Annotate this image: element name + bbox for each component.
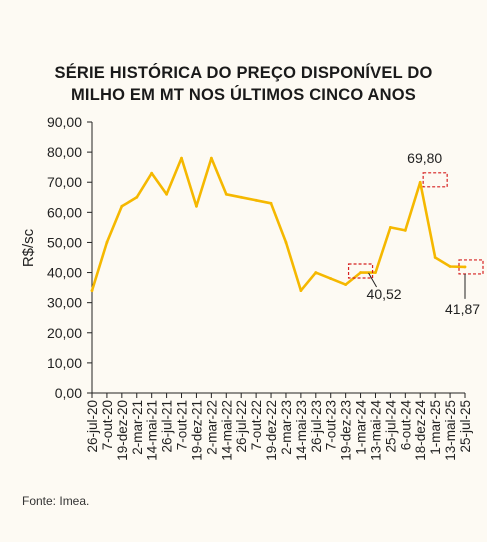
y-tick-label: 40,00 [47,265,82,281]
y-tick-label: 90,00 [47,114,82,130]
data-point [209,156,213,160]
y-tick-label: 20,00 [47,325,82,341]
x-tick-label: 26-jul-20 [85,400,100,453]
data-point [150,171,154,175]
y-tick-label: 80,00 [47,144,82,160]
y-axis-label: R$/sc [20,228,37,267]
x-tick-label: 19-dez-21 [189,400,204,461]
data-point [120,204,124,208]
x-tick-label: 13-mai-24 [368,400,383,461]
data-point [135,195,139,199]
data-point [359,271,362,274]
data-point [269,201,273,205]
data-point [299,289,303,293]
x-tick-label: 1-mar-24 [354,400,369,455]
x-tick-label: 2-mar-22 [204,400,219,455]
x-tick-label: 19-dez-23 [339,400,354,461]
data-point [374,271,377,274]
data-point [195,204,198,208]
data-point [344,283,348,286]
x-tick-label: 19-dez-20 [115,400,130,461]
data-point [448,265,452,268]
x-tick-label: 7-out-20 [100,400,115,450]
x-tick-label: 25-jul-25 [458,400,473,453]
x-tick-label: 26-jul-21 [160,400,175,453]
data-point [239,195,243,199]
chart-title-line-1: SÉRIE HISTÓRICA DO PREÇO DISPONÍVEL DO [54,64,433,82]
highlight-box [458,259,484,275]
annotation-label: 41,87 [445,301,480,317]
x-tick-label: 7-out-23 [324,400,339,450]
data-point [329,277,333,280]
x-tick-label: 18-dez-24 [413,400,428,461]
data-point [314,271,318,274]
data-point [463,265,467,269]
y-tick-label: 30,00 [47,295,82,311]
annotation-label: 40,52 [367,286,402,302]
price-series-line [90,156,467,292]
x-tick-label: 25-jul-24 [383,400,398,453]
x-tick-label: 2-mar-21 [130,400,145,455]
y-tick-label: 10,00 [47,355,82,371]
highlight-box [422,172,448,188]
x-tick-label: 1-mar-25 [428,400,443,455]
x-tick-label: 13-mai-25 [443,400,458,461]
data-point [165,192,169,196]
x-tick-label: 7-out-21 [175,400,190,450]
x-tick-label: 19-dez-22 [264,400,279,461]
data-point [433,256,437,259]
data-point [105,241,109,244]
data-point [224,192,228,196]
x-tick-label: 7-out-22 [249,400,264,450]
y-tick-label: 0,00 [55,385,82,401]
y-tick-label: 50,00 [47,234,82,250]
y-tick-label: 60,00 [47,204,82,220]
x-tick-label: 6-out-24 [398,400,413,451]
x-tick-label: 14-mai-22 [219,400,234,461]
chart-title: SÉRIE HISTÓRICA DO PREÇO DISPONÍVEL DO M… [0,62,487,106]
highlight-box [347,263,374,279]
x-tick-label: 14-mai-21 [145,400,160,461]
data-point [90,289,94,293]
data-point [254,198,258,202]
data-point [180,156,183,160]
annotation-label: 69,80 [407,150,442,166]
x-tick-label: 14-mai-23 [294,400,309,461]
y-tick-label: 70,00 [47,174,82,190]
data-point [284,241,288,244]
x-tick-label: 26-jul-23 [309,400,324,453]
annotation-leader-line [368,272,377,288]
source-note: Fonte: Imea. [22,494,90,508]
chart-title-line-2: MILHO EM MT NOS ÚLTIMOS CINCO ANOS [70,86,417,104]
x-tick-label: 2-mar-23 [279,400,294,455]
data-point [389,225,392,229]
data-point [403,229,407,232]
x-tick-label: 26-jul-22 [234,400,249,453]
data-point [418,180,422,184]
